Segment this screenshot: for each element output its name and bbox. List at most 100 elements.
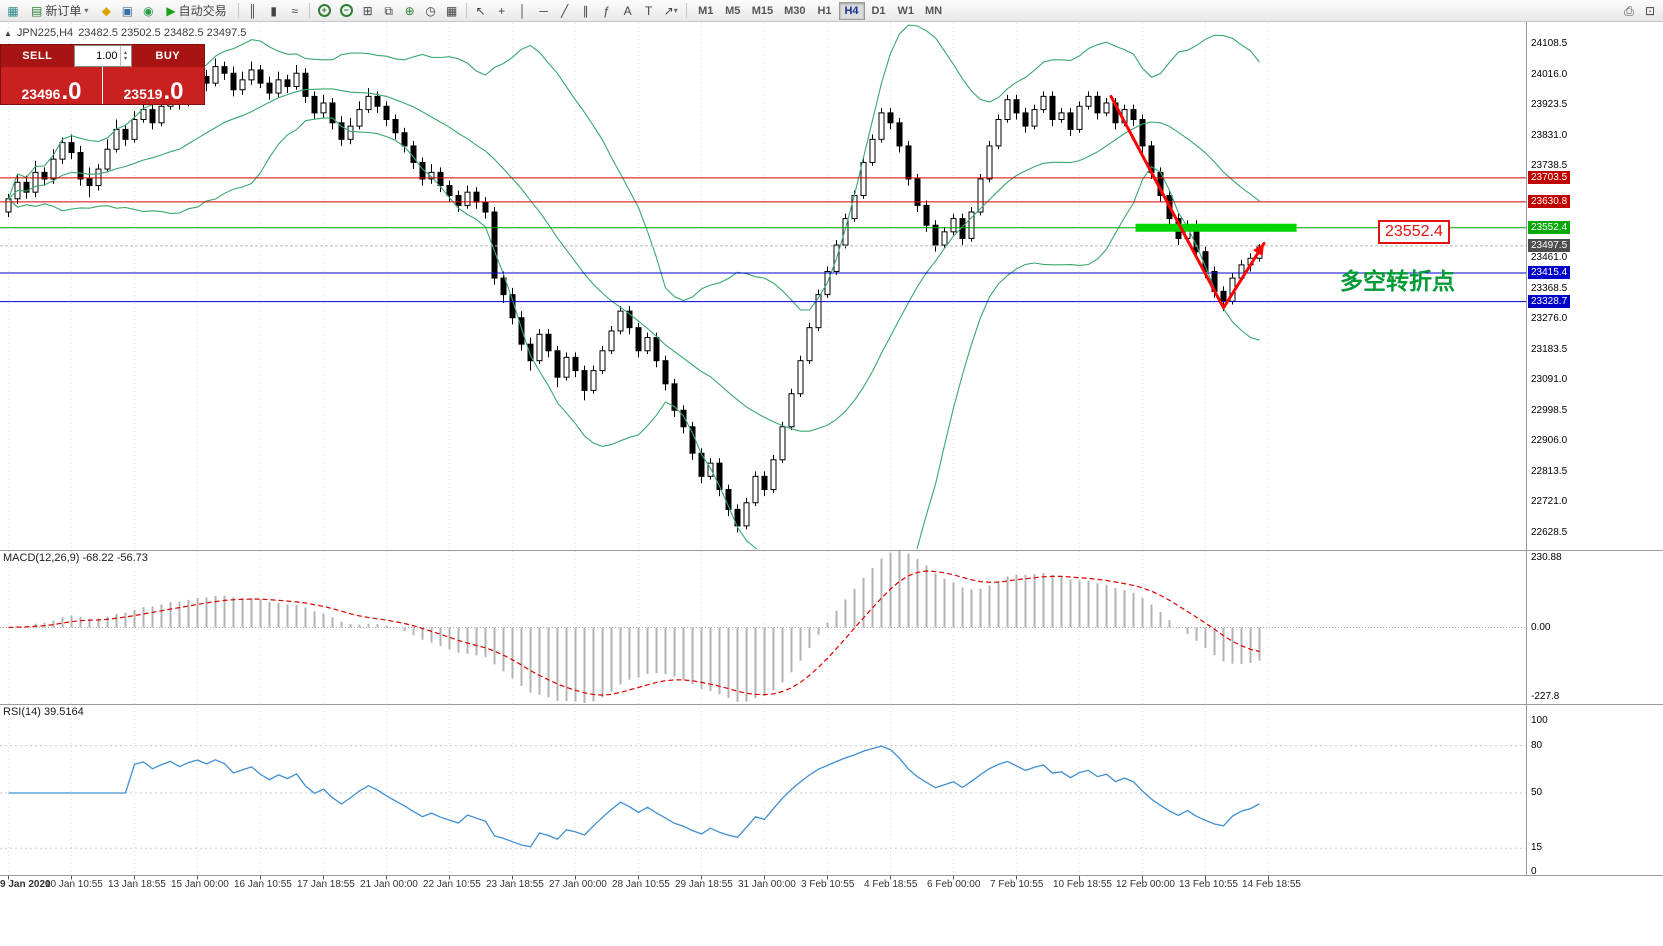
tile-windows-icon[interactable]: ⊞ xyxy=(362,3,373,18)
timeframe-m1-button[interactable]: M1 xyxy=(693,2,719,20)
stepper-down-icon[interactable]: ▾ xyxy=(123,56,127,62)
horizontal-line-icon[interactable]: ─ xyxy=(539,3,548,18)
line-chart-type-icon[interactable]: ≈ xyxy=(291,3,298,18)
macd-axis-label: 230.88 xyxy=(1531,552,1562,563)
chart-window-icon[interactable]: ▦ xyxy=(7,3,19,18)
volume-value[interactable]: 1.00 xyxy=(96,50,118,62)
symbol-ohlc: 23482.5 23502.5 23482.5 23497.5 xyxy=(78,27,247,39)
auto-trading-button[interactable]: ▶ 自动交易 xyxy=(159,1,233,20)
price-level-chip: 23703.5 xyxy=(1528,170,1571,184)
rsi-axis-label: 15 xyxy=(1531,842,1543,854)
grid-lines xyxy=(8,23,1269,880)
time-axis-label: 15 Jan 00:00 xyxy=(171,879,229,890)
turning-point-note[interactable]: 多空转折点 xyxy=(1340,268,1455,294)
timeframe-w1-button[interactable]: W1 xyxy=(893,2,920,20)
symbol-marker-icon: ▲ xyxy=(4,28,12,38)
one-click-trading-widget: SELL 1.00 ▴ ▾ BUY 23496.0 23519.0 xyxy=(0,44,205,105)
strategy-tester-icon[interactable]: ◉ xyxy=(143,3,154,18)
shapes-dropdown-icon[interactable]: ↗ ▾ xyxy=(663,3,678,18)
time-axis-label: 10 Jan 10:55 xyxy=(45,879,103,890)
macd-axis-label: -227.8 xyxy=(1531,691,1560,702)
new-order-button[interactable]: ▤ 新订单 ▾ xyxy=(24,1,95,20)
candlestick-series xyxy=(5,58,1263,533)
sell-button[interactable]: SELL xyxy=(1,45,74,67)
price-axis[interactable]: 24108.5 24016.0 23923.5 23831.0 23738.5 23461… xyxy=(1527,0,1663,946)
price-annotation[interactable]: 23552.4 xyxy=(1378,220,1450,244)
timeframe-m15-button[interactable]: M15 xyxy=(747,2,778,20)
cascade-windows-icon[interactable]: ⧉ xyxy=(384,3,393,18)
sell-price[interactable]: 23496.0 xyxy=(1,67,102,104)
indicators-icon[interactable]: ⊕ xyxy=(404,3,415,18)
price-axis-label: 23923.5 xyxy=(1531,99,1568,111)
time-axis-label: 29 Jan 18:55 xyxy=(675,879,733,890)
price-level-chip: 23328.7 xyxy=(1528,294,1571,308)
crosshair-icon[interactable]: + xyxy=(498,3,506,18)
volume-field[interactable]: 1.00 ▴ ▾ xyxy=(73,45,132,67)
label-icon[interactable]: T xyxy=(644,3,653,18)
bar-chart-type-icon[interactable]: ║ xyxy=(248,3,257,18)
timeframe-mn-button[interactable]: MN xyxy=(920,2,947,20)
macd-axis-label: 0.00 xyxy=(1531,621,1551,633)
candlestick-chart-type-icon[interactable]: ▮ xyxy=(270,3,277,18)
rsi-axis-label: 50 xyxy=(1531,787,1543,798)
auto-trading-label: 自动交易 xyxy=(178,3,227,18)
time-axis-label: 17 Jan 18:55 xyxy=(297,879,355,890)
terminal-icon[interactable]: ▣ xyxy=(121,3,134,18)
timeframe-d1-button[interactable]: D1 xyxy=(866,2,892,20)
time-axis-label: 13 Jan 18:55 xyxy=(108,879,166,890)
macd-signal-line xyxy=(8,570,1260,696)
toolbar-separator xyxy=(308,3,310,18)
volume-stepper[interactable]: ▴ ▾ xyxy=(119,46,131,66)
price-axis-label: 23183.5 xyxy=(1531,343,1568,355)
price-axis-label: 23738.5 xyxy=(1531,160,1568,172)
window-icon[interactable]: ⊡ xyxy=(1644,3,1656,18)
periods-icon[interactable]: ◷ xyxy=(425,3,436,18)
time-axis-label: 10 Feb 18:55 xyxy=(1053,879,1112,890)
time-axis-label: 21 Jan 00:00 xyxy=(360,879,418,890)
stepper-up-icon[interactable]: ▴ xyxy=(123,50,127,56)
timeframe-h1-button[interactable]: H1 xyxy=(812,2,838,20)
time-axis-label: 7 Feb 10:55 xyxy=(990,879,1044,890)
timeframe-h4-button[interactable]: H4 xyxy=(838,1,865,20)
templates-icon[interactable]: ▦ xyxy=(445,3,458,18)
price-axis-label: 23368.5 xyxy=(1531,282,1568,294)
main-toolbar: ▦ ▤ 新订单 ▾ ◆ ▣ ◉ ▶ 自动交易 ║ ▮ ≈ + − ⊞ ⧉ ⊕ ◷… xyxy=(0,0,1663,22)
zoom-out-icon[interactable]: − xyxy=(336,1,357,20)
text-icon[interactable]: A xyxy=(623,3,632,18)
time-axis-label: 4 Feb 18:55 xyxy=(864,879,918,890)
rsi-line xyxy=(8,745,1260,848)
buy-price[interactable]: 23519.0 xyxy=(103,67,204,104)
time-axis-label: 6 Feb 00:00 xyxy=(927,879,981,890)
trendline-icon[interactable]: ╱ xyxy=(561,3,569,18)
new-order-icon: ▤ xyxy=(31,3,43,18)
trend-arrow[interactable] xyxy=(1109,94,1266,310)
time-axis-label: 3 Feb 10:55 xyxy=(801,879,855,890)
play-icon: ▶ xyxy=(166,3,176,18)
channel-icon[interactable]: ∥ xyxy=(582,3,589,18)
price-axis-label: 22721.0 xyxy=(1531,496,1568,508)
timeframe-m30-button[interactable]: M30 xyxy=(779,2,810,20)
time-axis-label: 23 Jan 18:55 xyxy=(486,879,544,890)
zoom-in-icon[interactable]: + xyxy=(314,1,335,20)
cursor-icon[interactable]: ↖ xyxy=(475,3,486,18)
macd-label: MACD(12,26,9) -68.22 -56.73 xyxy=(3,552,148,564)
sell-price-main: 23496 xyxy=(21,86,61,102)
fibonacci-icon[interactable]: ƒ xyxy=(603,3,610,18)
new-order-label: 新订单 xyxy=(45,3,82,18)
price-level-chip: 23497.5 xyxy=(1528,238,1571,252)
price-axis-label: 22628.5 xyxy=(1531,527,1568,538)
price-axis-label: 23461.0 xyxy=(1531,251,1568,263)
metaeditor-icon[interactable]: ◆ xyxy=(101,3,111,18)
price-level-chip: 23552.4 xyxy=(1528,220,1571,234)
time-axis-label: 28 Jan 10:55 xyxy=(612,879,670,890)
timeframe-m5-button[interactable]: M5 xyxy=(720,2,746,20)
time-axis-label: 27 Jan 00:00 xyxy=(549,879,607,890)
rsi-axis-label: 80 xyxy=(1531,739,1543,751)
buy-button[interactable]: BUY xyxy=(131,45,204,67)
time-axis-label: 9 Jan 2020 xyxy=(0,879,51,890)
macd-histogram xyxy=(16,551,1261,703)
print-icon[interactable]: ⎙ xyxy=(1624,3,1634,18)
vertical-line-icon[interactable]: │ xyxy=(518,3,527,18)
